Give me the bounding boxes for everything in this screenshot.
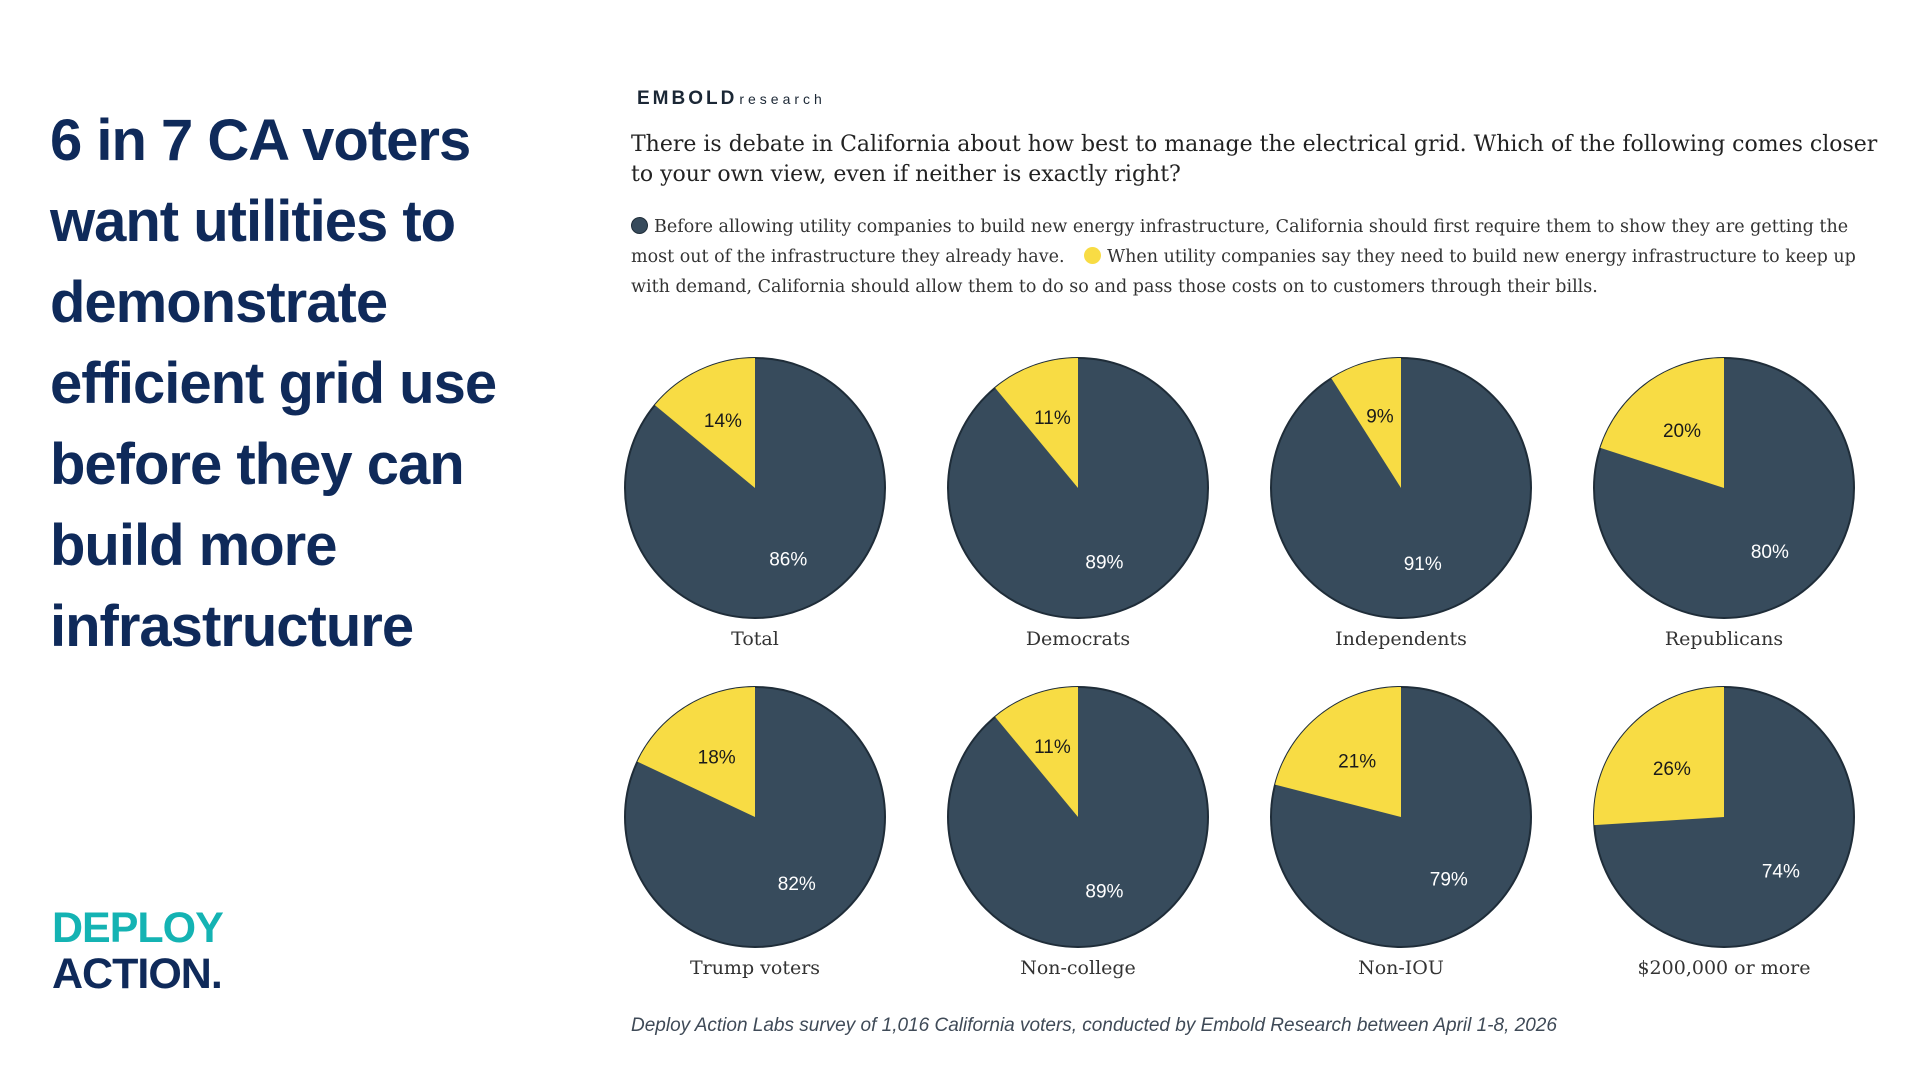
pie-slice-yellow-200-000-or-more (1594, 687, 1724, 826)
embold-logo-sub: research (739, 91, 826, 107)
pie-group-label-democrats: Democrats (1026, 628, 1130, 650)
legend-option-a: Before allowing utility companies to bui… (631, 217, 1849, 267)
deploy-logo-line2: ACTION. (52, 950, 223, 998)
embold-logo-main: EMBOLD (637, 88, 738, 109)
pie-group-label-200-000-or-more: $200,000 or more (1637, 957, 1810, 979)
pie-group-label-non-iou: Non-IOU (1358, 957, 1444, 979)
pie-independents: 9% 91% Independents (1270, 357, 1532, 650)
pie-label-dark-non-iou: 79% (1430, 870, 1468, 891)
legend-dark-swatch (631, 217, 648, 234)
pie-label-dark-non-college: 89% (1085, 881, 1123, 902)
pie-slice-yellow-non-college (995, 687, 1078, 817)
legend-option-b: When utility companies say they need to … (631, 247, 1856, 297)
deploy-logo-line1: DEPLOY (52, 904, 224, 952)
pie-label-dark-democrats: 89% (1085, 552, 1123, 573)
pie-slice-yellow-trump-voters (637, 687, 755, 817)
pie-group-label-independents: Independents (1335, 628, 1467, 650)
chart-legend: Before allowing utility companies to bui… (631, 212, 1891, 302)
pie-label-dark-independents: 91% (1404, 554, 1442, 575)
pie-group-label-non-college: Non-college (1020, 957, 1136, 979)
pie-group-label-total: Total (731, 628, 779, 650)
pie-slice-yellow-non-iou (1275, 687, 1401, 817)
pie-group-label-republicans: Republicans (1665, 628, 1783, 650)
pie-slice-yellow-republicans (1600, 358, 1724, 488)
pie-label-dark-200-000-or-more: 74% (1762, 861, 1800, 882)
pie-label-yellow-independents: 9% (1366, 407, 1394, 428)
pie-trump-voters: 18% 82% Trump voters (624, 686, 886, 979)
survey-question: There is debate in California about how … (631, 132, 1878, 187)
pie-non-iou: 21% 79% Non-IOU (1270, 686, 1532, 979)
deploy-action-logo: DEPLOY ACTION. (52, 904, 224, 998)
pie-total: 14% 86% Total (624, 357, 886, 650)
embold-research-logo: EMBOLD research (637, 88, 826, 110)
pie-label-yellow-200-000-or-more: 26% (1653, 759, 1691, 780)
source-footnote: Deploy Action Labs survey of 1,016 Calif… (631, 1015, 1557, 1036)
pie-slice-yellow-democrats (995, 358, 1078, 488)
legend-yellow-swatch (1084, 247, 1102, 264)
pie-group-label-trump-voters: Trump voters (690, 957, 820, 979)
pie-non-college: 11% 89% Non-college (947, 686, 1209, 979)
pie-label-dark-total: 86% (769, 550, 807, 571)
pie-democrats: 11% 89% Democrats (947, 357, 1209, 650)
pie-label-yellow-trump-voters: 18% (698, 748, 736, 769)
pie-republicans: 20% 80% Republicans (1593, 357, 1855, 650)
pie-label-dark-republicans: 80% (1751, 542, 1789, 563)
headline: 6 in 7 CA voters want utilities to demon… (50, 108, 497, 659)
pie-slice-yellow-independents (1331, 358, 1401, 488)
pie-label-yellow-non-iou: 21% (1338, 752, 1376, 773)
pie-label-yellow-democrats: 11% (1034, 408, 1071, 429)
pie-label-dark-trump-voters: 82% (778, 874, 816, 895)
pie-label-yellow-non-college: 11% (1034, 737, 1071, 758)
pie-label-yellow-total: 14% (704, 411, 742, 432)
pie-200-000-or-more: 26% 74% $200,000 or more (1593, 686, 1855, 979)
pie-slice-yellow-total (654, 358, 755, 488)
pie-label-yellow-republicans: 20% (1663, 421, 1701, 442)
